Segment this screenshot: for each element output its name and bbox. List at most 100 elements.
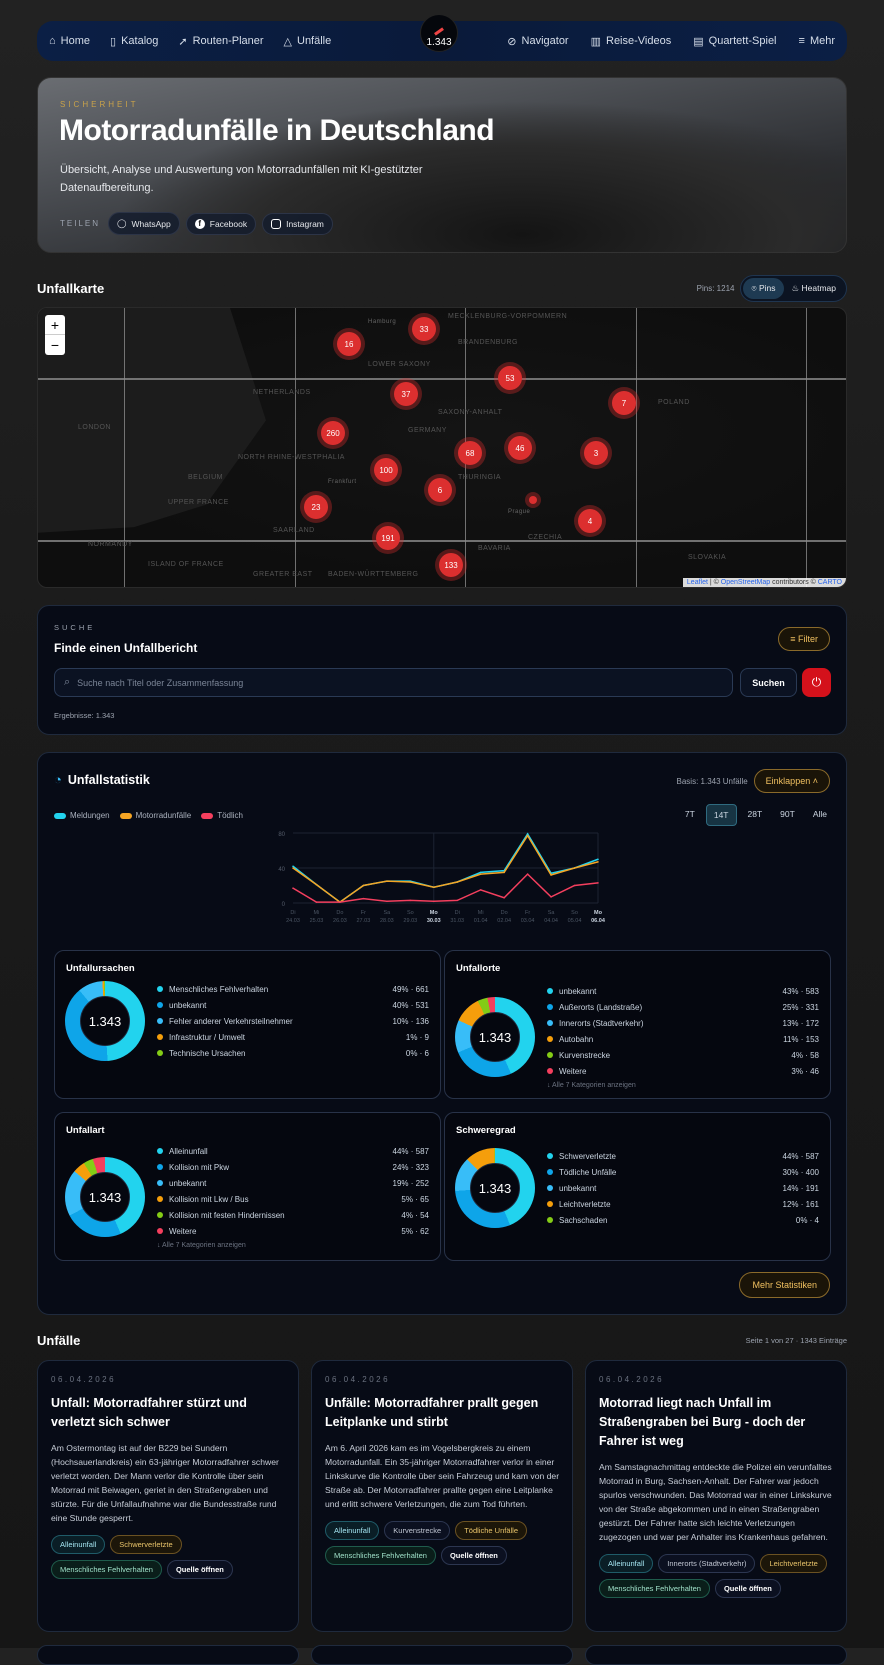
category-tag[interactable]: Menschliches Fehlverhalten (325, 1546, 436, 1565)
nav-quartett-spiel[interactable]: ▤ Quartett-Spiel (693, 35, 776, 48)
open-source-button[interactable]: Quelle öffnen (166, 1560, 233, 1579)
accidents-title: Unfälle (37, 1333, 81, 1348)
accident-cluster-marker[interactable]: 33 (412, 317, 436, 341)
category-tag[interactable]: Schwerverletzte (110, 1535, 182, 1554)
accident-cluster-marker[interactable]: 23 (304, 495, 328, 519)
series-line-tödlich (292, 873, 599, 903)
accident-cluster-marker[interactable]: 260 (321, 421, 345, 445)
nav-navigator[interactable]: ⊘ Navigator (507, 35, 568, 48)
accident-card[interactable]: 06.04.2026 Unfall: Motorradfahrer stürzt … (37, 1360, 299, 1632)
accident-cluster-marker[interactable]: 100 (374, 458, 398, 482)
nav-unf-lle[interactable]: △ Unfälle (284, 35, 332, 48)
nav-mehr[interactable]: ≡ Mehr (799, 35, 835, 48)
stat-label: Fehler anderer Verkehrsteilnehmer (169, 1016, 293, 1026)
filter-icon: ≡ (790, 634, 796, 644)
zoom-out-button[interactable]: − (50, 337, 60, 353)
stat-row: unbekannt 40% · 531 (157, 997, 429, 1013)
collapse-button[interactable]: Einklappen ˄ (753, 769, 830, 793)
more-stats-button[interactable]: Mehr Statistiken (739, 1272, 830, 1298)
accident-cluster-marker[interactable]: 53 (498, 366, 522, 390)
nav-home[interactable]: ⌂ Home (49, 35, 90, 48)
nav-label: Unfälle (297, 35, 332, 47)
color-dot (157, 1034, 163, 1040)
map-place-label: SAXONY-ANHALT (438, 409, 503, 416)
accident-pin-marker[interactable] (529, 496, 537, 504)
category-tag[interactable]: Tödliche Unfälle (455, 1521, 527, 1540)
hero-kicker: SICHERHEIT (60, 100, 139, 109)
accident-cluster-marker[interactable]: 16 (337, 332, 361, 356)
accident-card[interactable] (585, 1645, 847, 1665)
accident-title[interactable]: Unfälle: Motorradfahrer prallt gegen Lei… (325, 1396, 539, 1429)
nav-katalog[interactable]: ▯ Katalog (110, 35, 158, 48)
leaflet-link[interactable]: Leaflet (686, 579, 708, 586)
color-dot (547, 1217, 553, 1223)
color-dot (157, 1180, 163, 1186)
range-28t[interactable]: 28T (747, 809, 763, 819)
category-tag[interactable]: Menschliches Fehlverhalten (51, 1560, 162, 1579)
nav-routen-planer[interactable]: ➚ Routen-Planer (178, 35, 263, 48)
data-point (479, 871, 482, 874)
category-tag[interactable]: Alleinunfall (51, 1535, 106, 1554)
accident-cluster-marker[interactable]: 133 (439, 553, 463, 577)
heatmap-mode-button[interactable]: ♨ Heatmap (784, 278, 845, 299)
search-submit-button[interactable]: Suchen (740, 668, 797, 697)
category-tag[interactable]: Menschliches Fehlverhalten (599, 1579, 710, 1598)
category-tag[interactable]: Alleinunfall (325, 1521, 380, 1540)
data-point (550, 874, 552, 876)
x-tick-date: 28.03 (380, 918, 394, 924)
filter-button[interactable]: ≡ Filter (778, 627, 830, 651)
color-dot (547, 1169, 553, 1175)
stat-row: Weitere 3% · 46 (547, 1063, 819, 1079)
nav-reise-videos[interactable]: ▥ Reise-Videos (591, 35, 672, 48)
accident-title[interactable]: Motorrad liegt nach Unfall im Straßengra… (599, 1396, 806, 1448)
range-90t[interactable]: 90T (780, 809, 795, 819)
search-kicker: SUCHE (54, 623, 96, 632)
share-facebook-button[interactable]: f Facebook (185, 212, 257, 235)
pins-mode-button[interactable]: ⌾ Pins (743, 278, 784, 299)
category-tag[interactable]: Leichtverletzte (760, 1554, 827, 1573)
legend-item[interactable]: Meldungen (54, 811, 110, 820)
category-tag[interactable]: Innerorts (Stadtverkehr) (658, 1554, 756, 1573)
range-alle[interactable]: Alle (812, 809, 827, 819)
pie-chart-icon: ◔ (54, 772, 62, 787)
category-tag[interactable]: Kurvenstrecke (384, 1521, 451, 1540)
accident-card[interactable]: 06.04.2026 Motorrad liegt nach Unfall im … (585, 1360, 847, 1632)
show-all-categories-link[interactable]: ↓ Alle 7 Kategorien anzeigen (547, 1082, 636, 1089)
share-instagram-button[interactable]: Instagram (262, 212, 333, 235)
range-14t[interactable]: 14T (705, 804, 737, 826)
x-tick-day: Mo (430, 910, 439, 916)
osm-link[interactable]: OpenStreetMap (720, 579, 771, 586)
accident-date: 06.04.2026 (599, 1375, 665, 1384)
x-tick-day: Sa (383, 910, 391, 916)
share-whatsapp-button[interactable]: ◯ WhatsApp (108, 212, 180, 235)
accident-counter-gauge[interactable]: 1.343 (420, 14, 458, 52)
accident-card[interactable]: 06.04.2026 Unfälle: Motorradfahrer prallt… (311, 1360, 573, 1632)
accident-cluster-marker[interactable]: 46 (508, 436, 532, 460)
accident-card[interactable] (37, 1645, 299, 1665)
open-source-button[interactable]: Quelle öffnen (714, 1579, 781, 1598)
accident-cluster-marker[interactable]: 4 (578, 509, 602, 533)
y-tick-label: 80 (278, 832, 285, 838)
accident-title[interactable]: Unfall: Motorradfahrer stürzt und verlet… (51, 1396, 247, 1429)
show-all-categories-link[interactable]: ↓ Alle 7 Kategorien anzeigen (157, 1242, 246, 1249)
accident-cluster-marker[interactable]: 68 (458, 441, 482, 465)
category-tag[interactable]: Alleinunfall (599, 1554, 654, 1573)
stat-row: Infrastruktur / Umwelt 1% · 9 (157, 1029, 429, 1045)
accident-cluster-marker[interactable]: 37 (394, 382, 418, 406)
accident-cluster-marker[interactable]: 3 (584, 441, 608, 465)
reset-button[interactable]: ⏻ (802, 668, 831, 697)
map-place-label: GREATER EAST (253, 571, 313, 578)
accident-cluster-marker[interactable]: 6 (428, 478, 452, 502)
legend-item[interactable]: Motorradunfälle (119, 811, 191, 820)
accident-cluster-marker[interactable]: 191 (376, 526, 400, 550)
accident-cluster-marker[interactable]: 7 (612, 391, 636, 415)
zoom-in-button[interactable]: + (45, 315, 65, 335)
search-input[interactable]: ⌕ Suche nach Titel oder Zusammenfassung (54, 668, 733, 697)
legend-item[interactable]: Tödlich (201, 811, 243, 820)
accident-map[interactable]: MECKLENBURG-VORPOMMERN LOWER SAXONY BRANDE… (37, 307, 847, 588)
range-7t[interactable]: 7T (684, 809, 695, 819)
carto-link[interactable]: CARTO (817, 579, 842, 586)
accident-card[interactable] (311, 1645, 573, 1665)
open-source-button[interactable]: Quelle öffnen (440, 1546, 507, 1565)
map-place-label: UPPER FRANCE (168, 499, 229, 506)
